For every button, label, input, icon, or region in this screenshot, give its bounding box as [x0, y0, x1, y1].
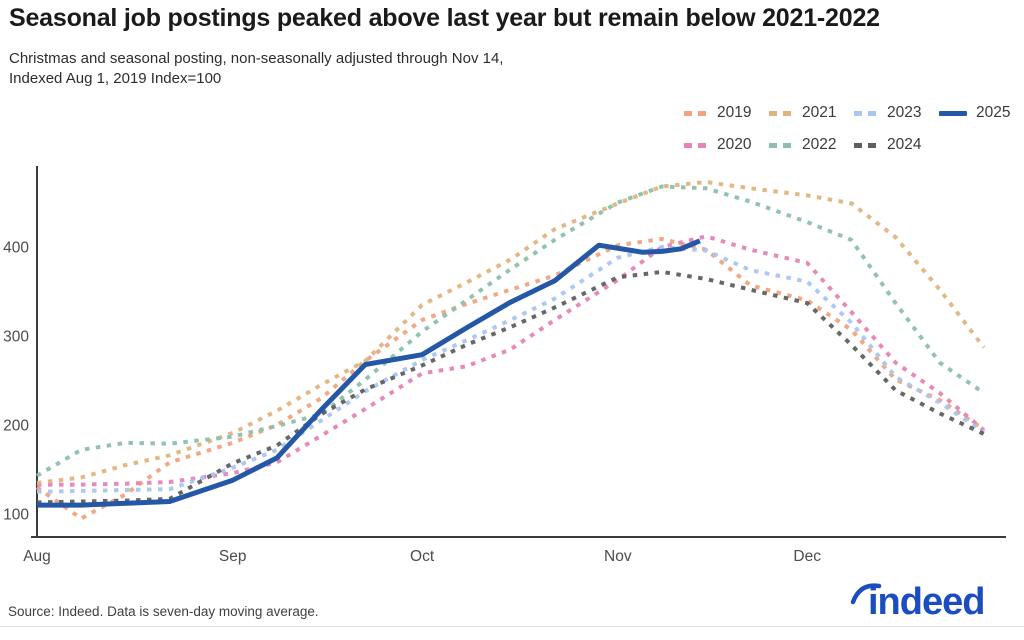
legend-item-2025: 2025	[939, 104, 1024, 122]
x-tick-Dec: Dec	[793, 548, 821, 565]
series-2020	[37, 234, 986, 487]
subtitle-line-2: Indexed Aug 1, 2019 Index=100	[9, 70, 222, 87]
legend-item-2022: 2022	[769, 136, 854, 154]
y-tick-300: 300	[3, 329, 29, 346]
legend-swatch-2022	[769, 142, 793, 148]
legend-item-2019: 2019	[684, 104, 769, 122]
chart-subtitle: Christmas and seasonal posting, non-seas…	[9, 49, 503, 89]
legend-swatch-2021	[769, 110, 793, 116]
legend-item-2023: 2023	[854, 104, 939, 122]
y-tick-200: 200	[3, 418, 29, 435]
legend-swatch-2020	[684, 142, 708, 148]
legend-label-2019: 2019	[717, 104, 752, 121]
legend-label-2020: 2020	[717, 136, 752, 153]
legend-label-2021: 2021	[802, 104, 837, 121]
legend-label-2025: 2025	[976, 104, 1011, 121]
legend-item-2021: 2021	[769, 104, 854, 122]
series-2021	[36, 180, 986, 485]
series-2024	[36, 269, 985, 505]
logo-swoosh	[850, 583, 882, 605]
x-tick-Oct: Oct	[410, 548, 435, 565]
subtitle-line-1: Christmas and seasonal posting, non-seas…	[9, 50, 504, 67]
y-tick-100: 100	[3, 507, 29, 524]
chart-legend: 2019 2021 2023 2025 2020 2022 2024	[684, 97, 1024, 161]
legend-swatch-2019	[684, 110, 708, 116]
x-tick-Sep: Sep	[219, 548, 247, 565]
legend-row-1: 2019 2021 2023 2025	[684, 97, 1024, 129]
legend-label-2022: 2022	[802, 136, 837, 153]
source-note: Source: Indeed. Data is seven-day moving…	[8, 604, 319, 619]
legend-row-2: 2020 2022 2024	[684, 129, 1024, 161]
legend-label-2024: 2024	[887, 136, 922, 153]
legend-item-2024: 2024	[854, 136, 939, 154]
series-2019	[35, 237, 986, 521]
legend-swatch-2024	[854, 142, 878, 148]
series-2022	[35, 184, 986, 478]
legend-swatch-2025	[939, 110, 967, 116]
y-tick-400: 400	[3, 240, 29, 257]
x-tick-Nov: Nov	[604, 548, 632, 565]
series-2023	[36, 245, 986, 494]
indeed-logo: indeed	[846, 576, 994, 623]
logo-text: indeed	[868, 581, 984, 620]
chart-title: Seasonal job postings peaked above last …	[9, 4, 880, 32]
legend-swatch-2023	[854, 110, 878, 116]
indeed-logo-graphic: indeed	[850, 581, 985, 623]
footer-divider	[0, 626, 1024, 627]
x-tick-Aug: Aug	[23, 548, 51, 565]
legend-item-2020: 2020	[684, 136, 769, 154]
legend-label-2023: 2023	[887, 104, 922, 121]
series-2025	[37, 238, 701, 508]
